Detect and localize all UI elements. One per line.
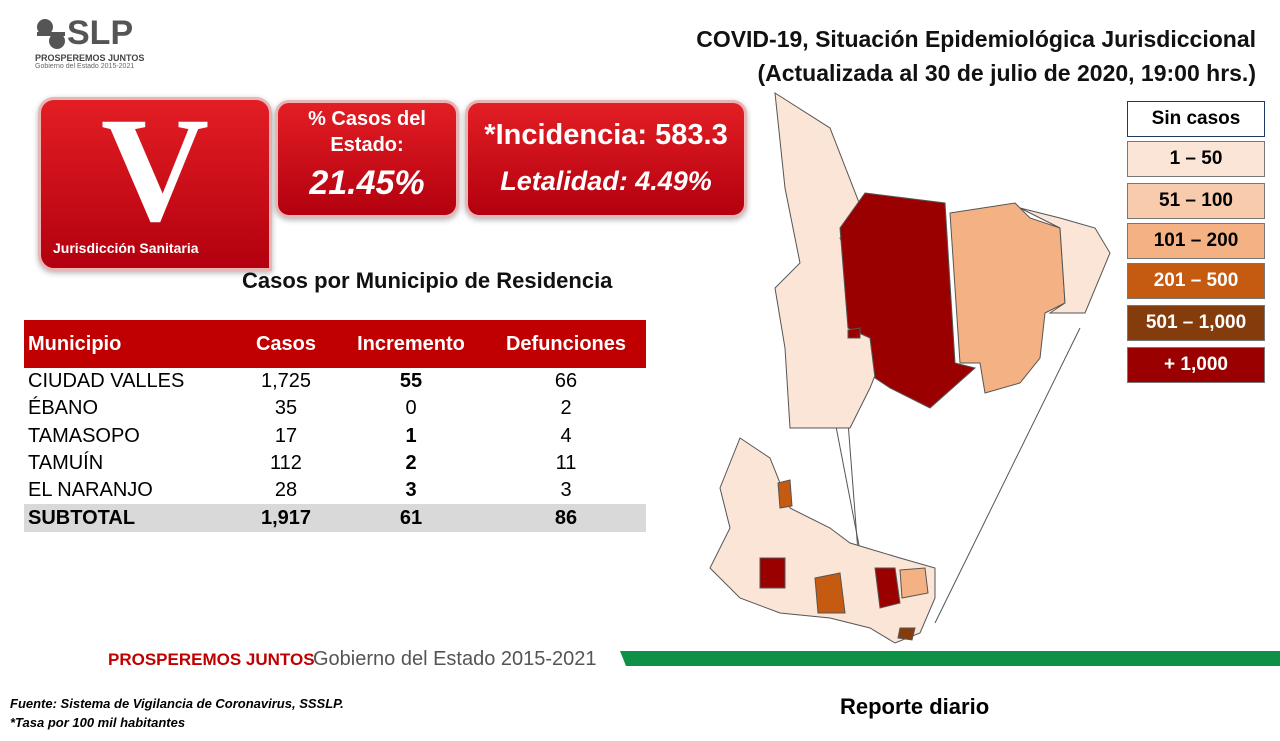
cell: 3 (560, 479, 572, 502)
municipio (874, 567, 901, 609)
municipio (777, 479, 793, 509)
cell: 0 (405, 397, 417, 420)
green-bar (620, 651, 1280, 666)
cell: 112 (270, 452, 302, 475)
note: *Tasa por 100 mil habitantes (10, 715, 186, 730)
legend-item: 51 – 100 (1127, 183, 1265, 219)
legend-item: 1 – 50 (1127, 141, 1265, 177)
legend-item: 101 – 200 (1127, 223, 1265, 259)
header-cell: Incremento (336, 320, 486, 368)
logo-subtitle: Gobierno del Estado 2015-2021 (35, 63, 135, 70)
cell: 1 (405, 424, 417, 447)
municipio (1019, 207, 1111, 314)
total-row: SUBTOTAL 1,917 61 86 (24, 504, 646, 532)
row: CIUDAD VALLES 1,725 55 66 (24, 368, 646, 395)
header-cell: Municipio (24, 320, 236, 368)
logo-name: SLP (67, 14, 134, 52)
legend-item: 501 – 1,000 (1127, 305, 1265, 341)
cases-table: Municipio Casos Incremento Defunciones C… (24, 320, 646, 532)
label-line: % Casos del (308, 108, 426, 130)
municipio (814, 572, 846, 614)
logo: SLP PROSPEREMOS JUNTOS Gobierno del Esta… (35, 14, 145, 70)
legend-item: 201 – 500 (1127, 263, 1265, 299)
cell: TAMASOPO (28, 424, 140, 447)
cell: 4 (560, 424, 572, 447)
jurisdiction-label: Jurisdicción Sanitaria (53, 240, 199, 256)
header-cell: Casos (236, 320, 336, 368)
report: Reporte diario (840, 694, 990, 719)
header-cell: Defunciones (486, 320, 646, 368)
cell: SUBTOTAL (24, 504, 236, 532)
cell: 1,725 (260, 370, 312, 393)
legend-item: Sin casos (1127, 101, 1265, 137)
cell: TAMUÍN (28, 452, 104, 475)
label-line: Estado: (330, 134, 404, 156)
cell: 11 (555, 452, 577, 475)
source: Fuente: Sistema de Vigilancia de Coronav… (10, 696, 344, 711)
map (709, 92, 1111, 644)
municipio (759, 557, 786, 589)
state-share-label: % Casos del Estado: (278, 106, 456, 158)
row: ÉBANO 35 0 2 (24, 395, 646, 422)
row: TAMASOPO 17 1 4 (24, 423, 646, 450)
title: COVID-19, Situación Epidemiológica Juris… (696, 22, 1256, 90)
municipio (949, 202, 1066, 394)
header-row: Municipio Casos Incremento Defunciones (24, 320, 646, 368)
municipio (839, 192, 977, 409)
state-share-value: 21.45% (309, 164, 425, 202)
cell: 86 (486, 504, 646, 532)
cell: 55 (399, 370, 423, 393)
state-share-box: % Casos del Estado: 21.45% (275, 100, 459, 218)
cell: EL NARANJO (28, 479, 153, 502)
municipio (847, 327, 861, 339)
cell: ÉBANO (28, 397, 99, 420)
footer-government: Gobierno del Estado 2015-2021 (313, 648, 597, 670)
title-line: COVID-19, Situación Epidemiológica Juris… (696, 26, 1256, 52)
municipio (899, 567, 929, 599)
row: EL NARANJO 28 3 3 (24, 477, 646, 504)
lethality: Letalidad: 4.49% (500, 166, 712, 196)
row: TAMUÍN 112 2 11 (24, 450, 646, 477)
rates-box: *Incidencia: 583.3 Letalidad: 4.49% (465, 100, 747, 218)
legend-item: + 1,000 (1127, 347, 1265, 383)
cell: CIUDAD VALLES (28, 370, 185, 393)
cell: 3 (405, 479, 417, 502)
incidence: *Incidencia: 583.3 (484, 119, 728, 151)
cell: 1,917 (236, 504, 336, 532)
jurisdiction-letter: V (100, 87, 210, 253)
municipio (897, 627, 916, 641)
cell: 2 (560, 397, 572, 420)
cell: 35 (274, 397, 298, 420)
logo-icon (37, 18, 65, 49)
footer-brand: PROSPEREMOS JUNTOS (108, 650, 315, 669)
jurisdiction-box: V Jurisdicción Sanitaria (38, 87, 272, 271)
cell: 2 (405, 452, 417, 475)
table-title: Casos por Municipio de Residencia (242, 268, 613, 293)
cell: 17 (274, 424, 298, 447)
cell: 28 (274, 479, 298, 502)
title-line: (Actualizada al 30 de julio de 2020, 19:… (757, 60, 1256, 86)
cell: 61 (336, 504, 486, 532)
cell: 66 (554, 370, 578, 393)
logo-tagline: PROSPEREMOS JUNTOS (35, 53, 145, 63)
